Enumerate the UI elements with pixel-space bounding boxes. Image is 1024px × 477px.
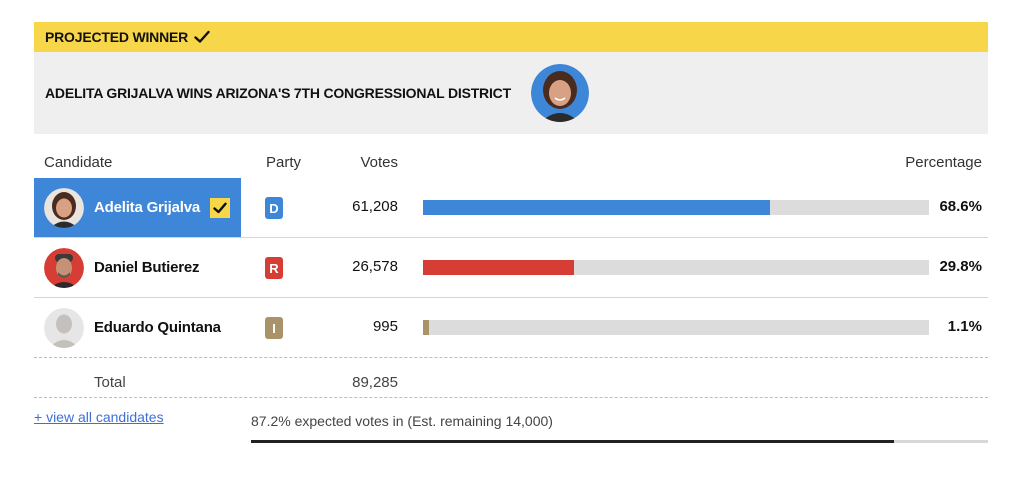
header-votes: Votes	[360, 154, 398, 171]
candidate-cell: Daniel Butierez	[34, 238, 241, 297]
vote-share-bar-fill	[423, 200, 771, 215]
vote-percentage: 29.8%	[939, 258, 982, 275]
vote-count: 995	[372, 318, 398, 335]
total-votes: 89,285	[352, 374, 398, 391]
candidate-name: Daniel Butierez	[94, 259, 200, 276]
vote-percentage: 68.6%	[939, 198, 982, 215]
candidate-cell: Eduardo Quintana	[34, 298, 241, 357]
expected-votes-text: 87.2% expected votes in (Est. remaining …	[251, 413, 553, 429]
candidate-avatar	[44, 187, 84, 228]
expected-votes-progress-bar	[251, 440, 988, 443]
vote-share-bar	[423, 320, 929, 335]
total-row: Total 89,285	[34, 358, 988, 398]
vote-percentage: 1.1%	[947, 318, 982, 335]
party-badge: I	[265, 317, 283, 339]
winner-headline: ADELITA GRIJALVA WINS ARIZONA'S 7TH CONG…	[34, 52, 988, 134]
race-results-widget: PROJECTED WINNER ADELITA GRIJALVA WINS A…	[34, 22, 988, 448]
vote-share-bar-fill	[423, 320, 429, 335]
results-footer: + view all candidates 87.2% expected vot…	[34, 398, 988, 448]
vote-count: 26,578	[352, 258, 398, 275]
expected-votes-progress-fill	[251, 440, 894, 443]
vote-share-bar	[423, 200, 929, 215]
header-percentage: Percentage	[905, 154, 982, 171]
candidate-row: Daniel Butierez R 26,578 29.8%	[34, 238, 988, 298]
header-candidate: Candidate	[44, 154, 113, 171]
candidate-row: Eduardo Quintana I 995 1.1%	[34, 298, 988, 358]
party-badge: D	[265, 197, 283, 219]
total-label: Total	[94, 374, 126, 391]
vote-share-bar-fill	[423, 260, 574, 275]
vote-share-bar	[423, 260, 929, 275]
candidate-avatar	[44, 247, 84, 288]
candidate-avatar-placeholder	[44, 307, 84, 348]
results-table-header: Candidate Party Votes Percentage	[34, 134, 988, 178]
view-all-candidates-link[interactable]: + view all candidates	[34, 409, 164, 425]
party-badge: R	[265, 257, 283, 279]
headline-text: ADELITA GRIJALVA WINS ARIZONA'S 7TH CONG…	[45, 85, 511, 101]
header-party: Party	[266, 154, 302, 171]
banner-label: PROJECTED WINNER	[45, 29, 189, 45]
check-icon	[194, 30, 210, 44]
candidate-name: Adelita Grijalva	[94, 199, 201, 216]
projected-winner-banner: PROJECTED WINNER	[34, 22, 988, 52]
vote-count: 61,208	[352, 198, 398, 215]
winner-check-icon	[210, 197, 231, 218]
candidate-cell-winner: Adelita Grijalva	[34, 178, 241, 237]
winner-photo-avatar	[530, 64, 589, 122]
candidate-name: Eduardo Quintana	[94, 319, 221, 336]
candidate-row: Adelita Grijalva D 61,208 68.6%	[34, 178, 988, 238]
